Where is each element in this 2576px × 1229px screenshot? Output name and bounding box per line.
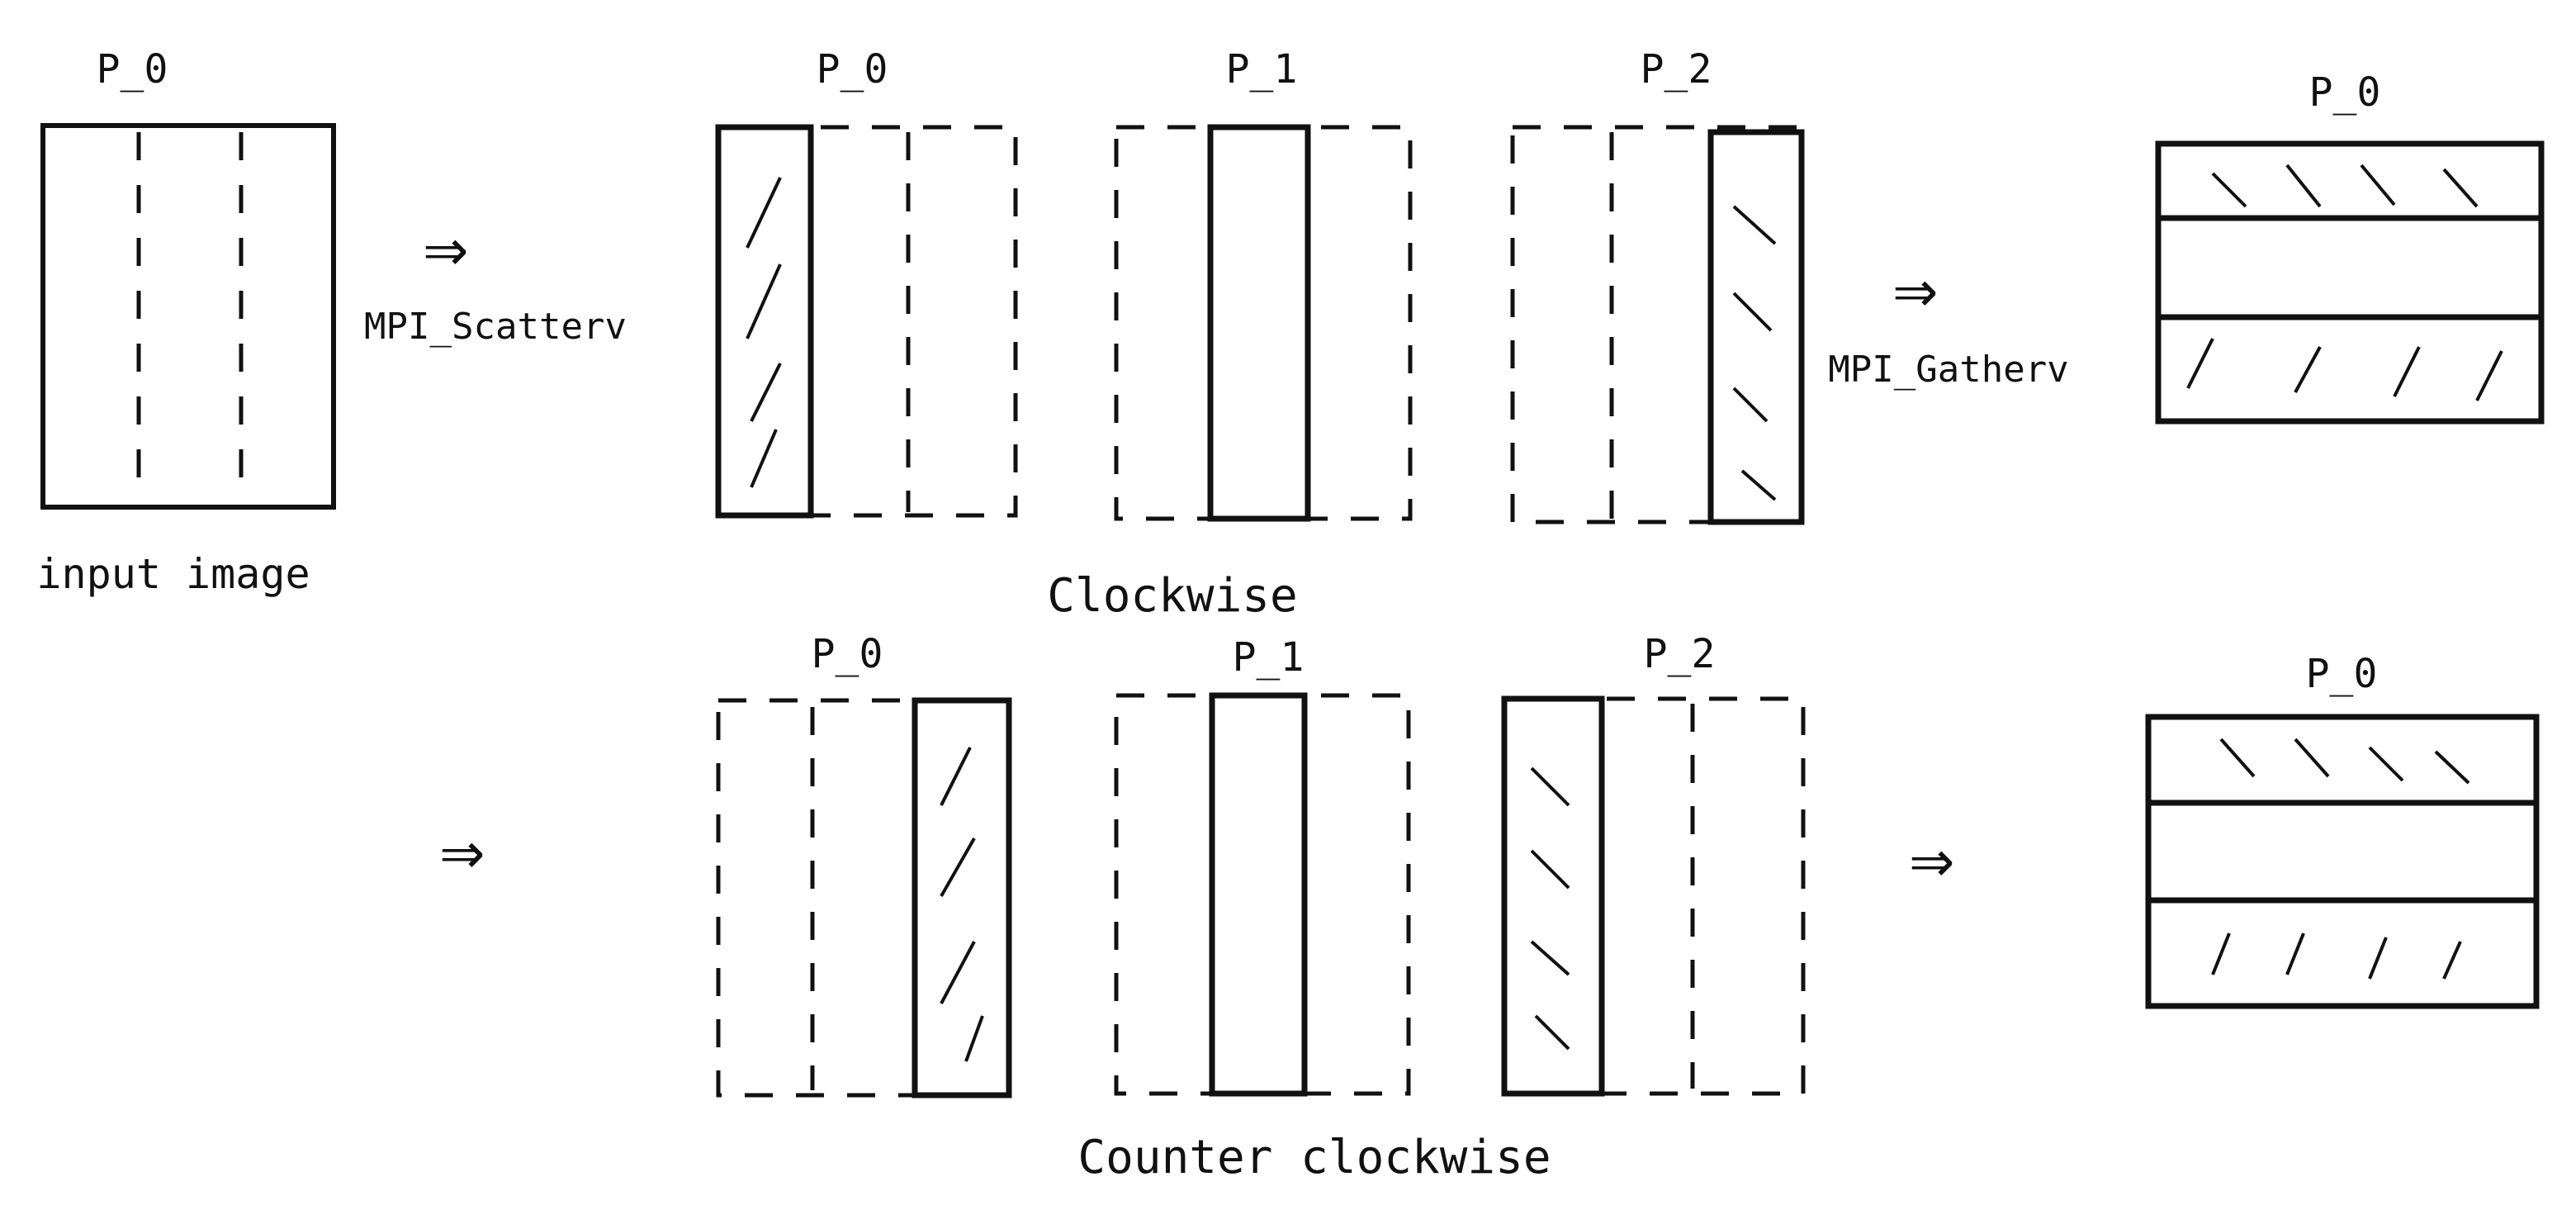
- cw-process-p2: P_2: [1510, 46, 1805, 525]
- input-title: P_0: [97, 46, 168, 93]
- scatter-arrow-icon: ⇒: [424, 204, 468, 291]
- ccw-p2-hatching: [1530, 766, 1570, 1051]
- ccw-p2-strip: [1501, 695, 1605, 1097]
- gather-arrow-icon-bottom: ⇒: [1910, 815, 1954, 902]
- cw-process-p0: P_0: [715, 46, 1018, 519]
- cw-p1-title: P_1: [1226, 46, 1298, 93]
- cw-p2-hatching: [1732, 205, 1777, 501]
- ccw-p2-title: P_2: [1644, 631, 1716, 677]
- cw-process-p1: P_1: [1114, 46, 1413, 522]
- cw-p0-strip: [715, 124, 814, 519]
- cw-p1-strip: [1207, 124, 1311, 522]
- cw-result-group: P_0: [2155, 69, 2545, 425]
- ccw-p1-strip: [1209, 692, 1308, 1097]
- cw-caption: Clockwise: [1047, 569, 1297, 623]
- cw-result-bottom-hatching: [2186, 338, 2503, 401]
- cw-p0-hatching: [746, 177, 782, 488]
- ccw-process-p0: P_0: [716, 631, 1012, 1099]
- cw-p0-title: P_0: [817, 46, 888, 93]
- ccw-result-title: P_0: [2306, 651, 2378, 697]
- ccw-result-top-hatching: [2219, 738, 2470, 785]
- scatter-arrow-icon-bottom: ⇒: [440, 807, 485, 894]
- ccw-p1-full-image-outline: [1114, 693, 1411, 1096]
- ccw-process-p1: P_1: [1114, 634, 1411, 1097]
- clockwise-row: P_0 P_1 P_2: [715, 46, 1805, 623]
- cw-p2-title: P_2: [1641, 46, 1712, 93]
- input-caption: input image: [36, 550, 310, 598]
- ccw-p2-full-image-outline: [1502, 696, 1806, 1096]
- ccw-result-group: P_0: [2145, 651, 2540, 1009]
- cw-p2-strip: [1707, 129, 1805, 525]
- counter-clockwise-row: P_0 P_1 P_2: [716, 631, 1806, 1184]
- cw-result-top-hatching: [2211, 164, 2479, 208]
- ccw-caption: Counter clockwise: [1077, 1131, 1551, 1184]
- ccw-result-bottom-hatching: [2211, 932, 2462, 980]
- scatter-label: MPI_Scatterv: [364, 306, 627, 348]
- ccw-p0-hatching: [940, 747, 984, 1062]
- input-image-box: [40, 123, 336, 510]
- ccw-process-p2: P_2: [1501, 631, 1806, 1097]
- cw-p2-full-image-outline: [1510, 125, 1804, 524]
- gather-label: MPI_Gatherv: [1828, 349, 2068, 391]
- gather-arrow-icon-top: ⇒: [1893, 245, 1938, 332]
- cw-p1-full-image-outline: [1114, 125, 1413, 521]
- cw-result-box: [2155, 140, 2545, 425]
- cw-result-title: P_0: [2309, 69, 2381, 116]
- ccw-p0-strip: [912, 697, 1012, 1099]
- cw-p0-full-image-outline: [716, 125, 1018, 518]
- ccw-p1-title: P_1: [1233, 634, 1305, 681]
- input-image-group: P_0 input image: [36, 46, 336, 598]
- ccw-result-box: [2145, 714, 2540, 1009]
- ccw-p0-title: P_0: [812, 631, 883, 677]
